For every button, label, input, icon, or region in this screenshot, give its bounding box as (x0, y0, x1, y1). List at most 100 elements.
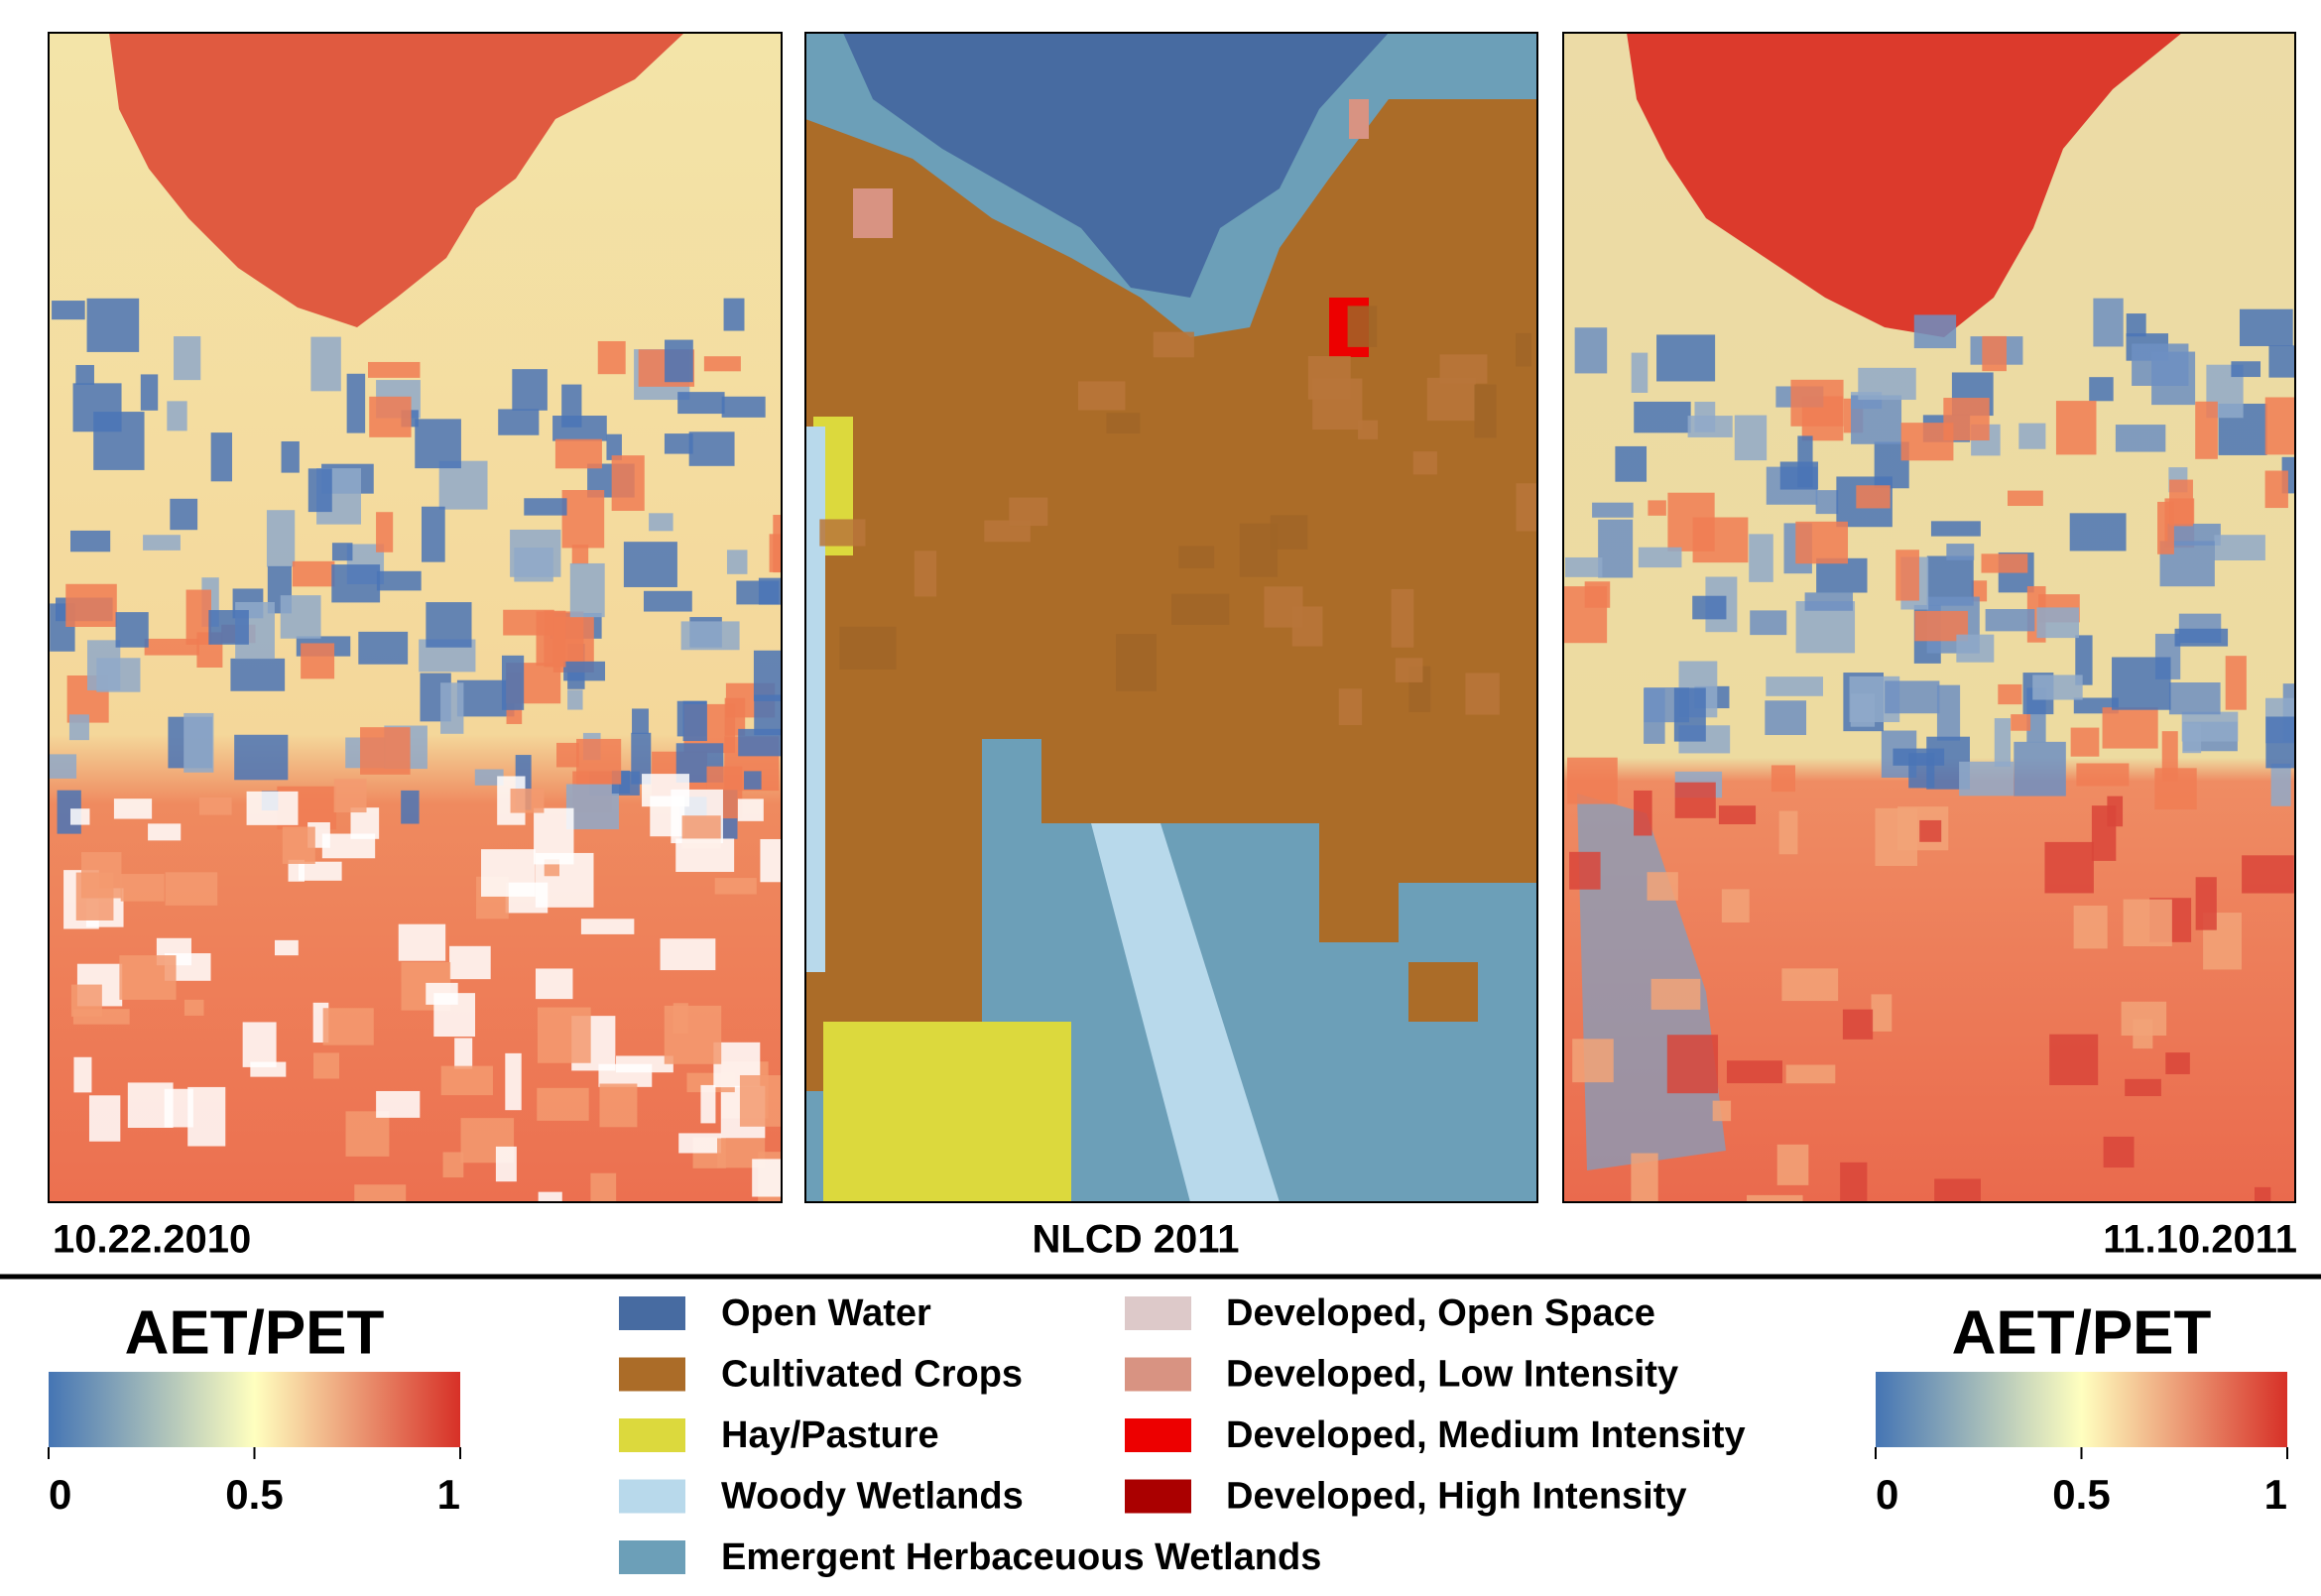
field (86, 298, 140, 352)
field (664, 1005, 722, 1064)
field (1674, 782, 1716, 818)
field (505, 1052, 522, 1111)
field (678, 1133, 722, 1154)
field (723, 298, 745, 331)
field (1270, 515, 1308, 550)
field (2032, 675, 2083, 700)
field (599, 1083, 638, 1128)
field (677, 392, 725, 415)
field (246, 791, 299, 825)
field (2231, 361, 2261, 378)
field (2268, 345, 2295, 378)
field (2069, 513, 2127, 552)
field (1412, 451, 1437, 475)
field (1771, 765, 1795, 793)
field (376, 570, 422, 591)
field (700, 1084, 716, 1124)
legend-label: Open Water (721, 1292, 931, 1334)
colorbar-title: AET/PET (1952, 1298, 2212, 1367)
field (2011, 714, 2031, 731)
legend-label: Woody Wetlands (721, 1476, 1024, 1518)
field (1358, 420, 1379, 439)
field (665, 339, 693, 383)
field (1634, 401, 1691, 433)
field (561, 384, 582, 428)
field (2165, 1052, 2190, 1074)
field (2239, 308, 2293, 346)
field (1885, 680, 1940, 714)
field (524, 498, 567, 516)
field (1726, 1060, 1782, 1084)
legend-swatch (1125, 1357, 1191, 1392)
field (2182, 723, 2202, 754)
et-map-2010 (49, 33, 782, 1202)
field (210, 432, 233, 482)
field (2044, 841, 2094, 894)
field (1982, 335, 2007, 372)
field (1439, 354, 1488, 384)
field (367, 361, 421, 378)
field (514, 548, 553, 582)
field (839, 626, 897, 670)
field (703, 356, 741, 372)
field (331, 543, 353, 561)
field (537, 1007, 591, 1063)
field (680, 621, 740, 651)
field (183, 712, 214, 773)
field (1766, 676, 1823, 696)
field (590, 1172, 617, 1202)
field (2093, 298, 2124, 347)
field (643, 590, 692, 612)
field (345, 1111, 390, 1157)
field (70, 984, 102, 1017)
field (1647, 872, 1678, 901)
field (1666, 1035, 1719, 1094)
field (1750, 610, 1787, 636)
field (534, 807, 574, 865)
field (143, 535, 181, 551)
field (234, 734, 289, 781)
field (1692, 517, 1749, 563)
field (354, 1184, 407, 1202)
field (1615, 445, 1648, 482)
field (769, 534, 782, 572)
field (660, 938, 716, 971)
field (1913, 314, 1957, 349)
field (1656, 334, 1716, 382)
field (1919, 819, 1942, 842)
field (1858, 367, 1916, 401)
field (2242, 855, 2294, 894)
field (752, 1159, 782, 1197)
field (2132, 343, 2189, 386)
field (726, 550, 748, 574)
field (744, 771, 762, 790)
field (1338, 688, 1363, 726)
field (2167, 523, 2221, 546)
field (1795, 521, 1849, 564)
field (2036, 607, 2079, 639)
legend-swatch (1125, 1479, 1191, 1514)
field (369, 396, 412, 437)
field (115, 612, 149, 648)
field (49, 754, 77, 779)
field (281, 440, 300, 473)
field (360, 727, 411, 775)
field (1638, 547, 1682, 568)
field (2294, 770, 2295, 806)
field (242, 1022, 277, 1067)
field (1871, 994, 1893, 1032)
field (376, 1090, 421, 1118)
legend-swatch (1125, 1418, 1191, 1452)
field (576, 738, 622, 785)
field (1893, 748, 1945, 766)
field (1564, 556, 1603, 577)
legend-label: Developed, Low Intensity (1226, 1354, 1678, 1396)
field (2168, 682, 2221, 715)
field (440, 1065, 493, 1096)
field (1634, 790, 1652, 836)
field (1692, 595, 1727, 620)
field (544, 610, 566, 668)
field (230, 658, 286, 691)
field (1650, 978, 1701, 1010)
